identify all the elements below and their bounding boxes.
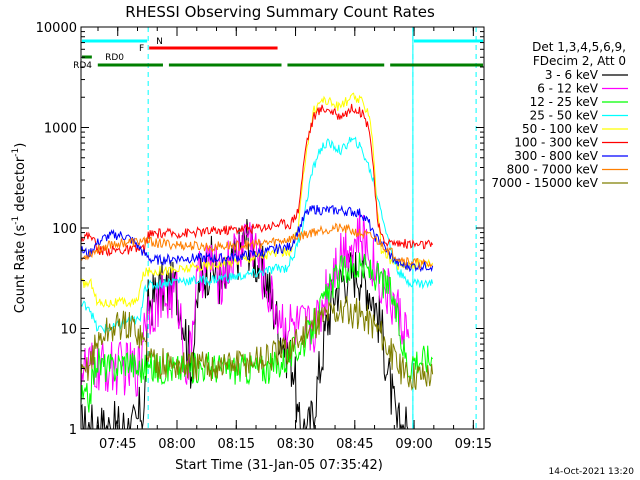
y-axis-label: Count Rate (s-1 detector-1) <box>11 143 28 314</box>
series-line-3 <box>80 252 433 413</box>
x-tick-label-4: 08:45 <box>336 437 373 452</box>
legend-label-1: 3 - 6 keV <box>545 68 599 82</box>
state-bar-label-rd0: RD0 <box>105 53 124 63</box>
chart-title: RHESSI Observing Summary Count Rates <box>125 3 435 21</box>
plot-area: N F RD0 RD4 <box>73 27 483 430</box>
legend-label-2: 6 - 12 keV <box>537 82 599 96</box>
legend-label-7: 300 - 800 keV <box>514 149 598 163</box>
state-bar-label-f: F <box>139 44 144 54</box>
legend-label-5: 50 - 100 keV <box>522 122 599 136</box>
x-tick-label-3: 08:30 <box>277 437 314 452</box>
legend-label-4: 25 - 50 keV <box>530 109 599 123</box>
x-axis-label: Start Time (31-Jan-05 07:35:42) <box>175 458 383 473</box>
x-tick-label-2: 08:15 <box>218 437 255 452</box>
y-tick-label-0: 1 <box>69 423 77 438</box>
series-line-2 <box>80 209 410 398</box>
legend-header-line2: FDecim 2, Att 0 <box>533 54 626 68</box>
y-tick-label-4: 10000 <box>36 21 77 36</box>
series-line-9 <box>80 295 434 391</box>
footer-timestamp: 14-Oct-2021 13:20 <box>549 467 635 477</box>
series-line-7 <box>80 204 434 273</box>
series-line-8 <box>80 222 433 270</box>
state-bar-label-rd4: RD4 <box>73 61 92 71</box>
x-tick-label-6: 09:15 <box>455 437 492 452</box>
legend-label-3: 12 - 25 keV <box>530 95 599 109</box>
x-tick-label-1: 08:00 <box>158 437 195 452</box>
legend-label-9: 7000 - 15000 keV <box>491 176 598 190</box>
series-line-1 <box>80 218 409 430</box>
legend-header-line1: Det 1,3,4,5,6,9, <box>532 40 626 54</box>
y-tick-label-1: 10 <box>60 323 77 338</box>
legend: Det 1,3,4,5,6,9, FDecim 2, Att 0 3 - 6 k… <box>491 40 628 190</box>
legend-label-8: 800 - 7000 keV <box>507 163 599 177</box>
axis-ticks: 1 10 100 1000 10000 07:45 08:00 08:15 08:30 08:45… <box>36 21 492 452</box>
legend-label-6: 100 - 300 keV <box>514 136 598 150</box>
x-tick-label-0: 07:45 <box>99 437 136 452</box>
state-bar-label-n: N <box>156 37 163 47</box>
y-tick-label-3: 1000 <box>44 122 77 137</box>
y-tick-label-2: 100 <box>52 222 77 237</box>
x-tick-label-5: 09:00 <box>395 437 432 452</box>
